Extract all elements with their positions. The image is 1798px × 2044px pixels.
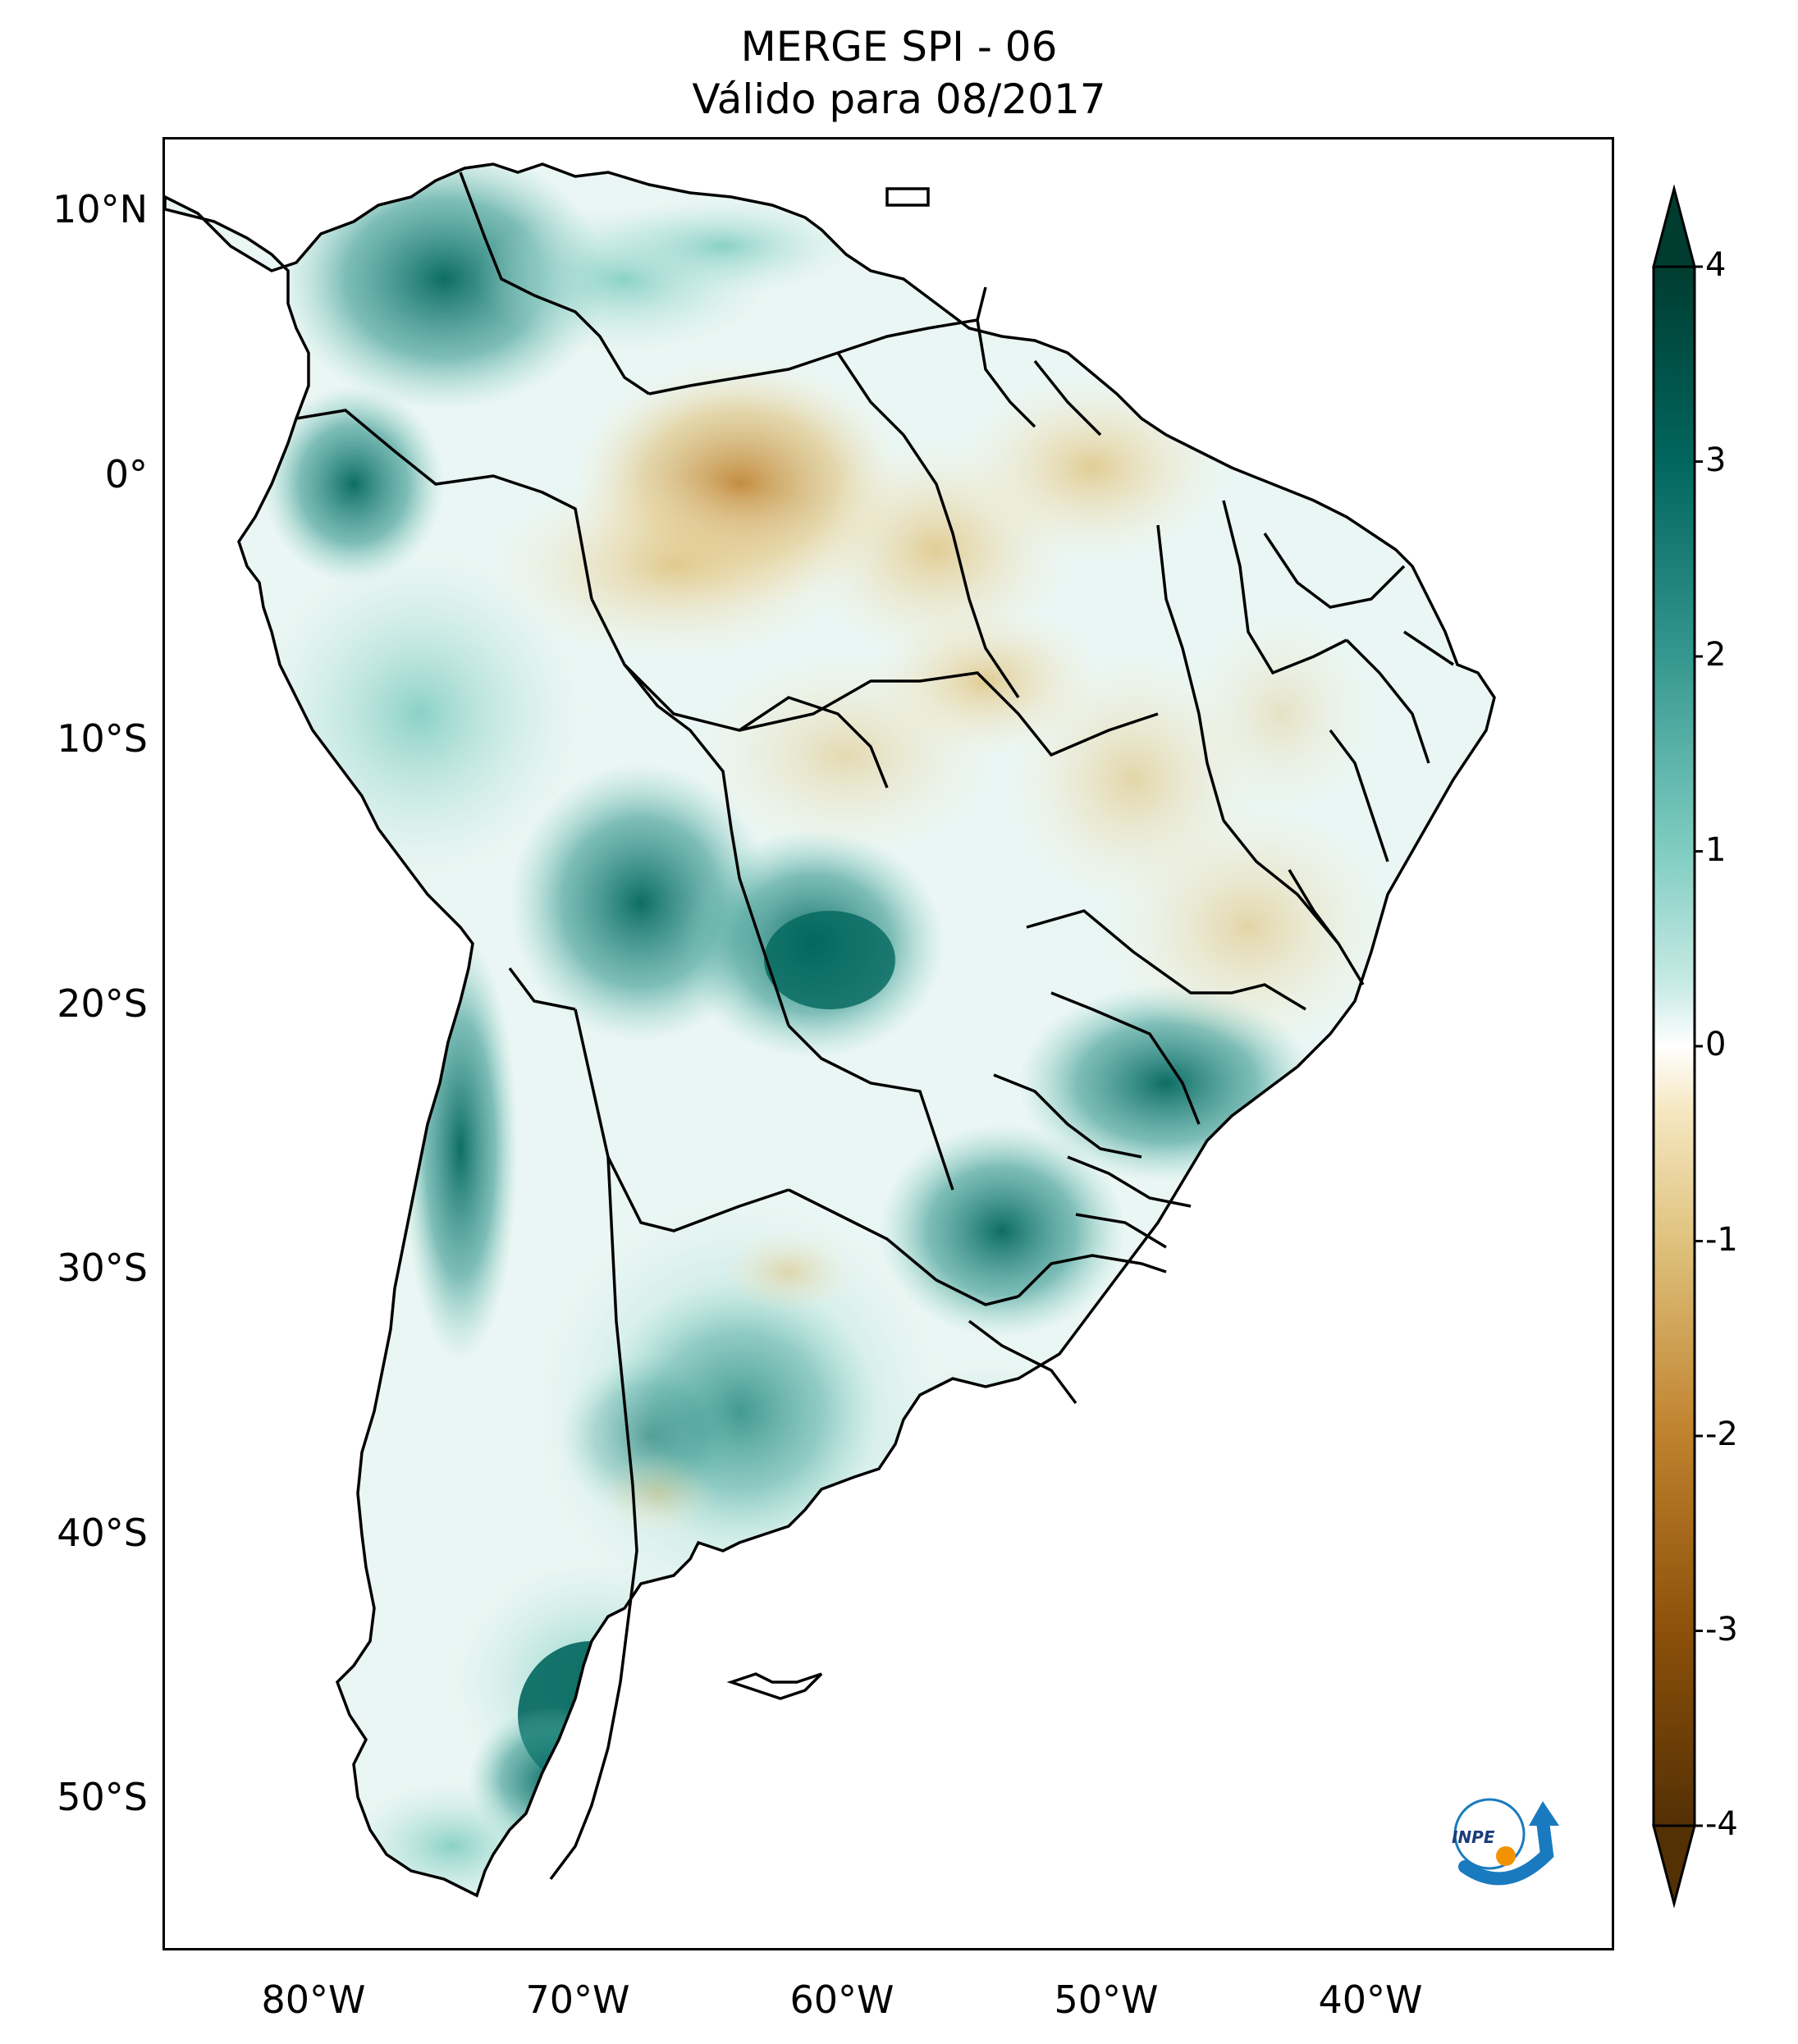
lat-label-50s: 50°S [57,1775,148,1819]
spi-field [165,164,1494,1895]
colorbar-label-2: 2 [1705,636,1727,674]
colorbar-label-neg3: -3 [1705,1611,1738,1648]
lat-label-0: 0° [104,452,148,496]
colorbar-label-4: 4 [1705,246,1727,284]
lat-label-10n: 10°N [53,187,148,231]
colorbar-label-1: 1 [1705,831,1727,869]
colorbar-label-0: 0 [1705,1026,1727,1063]
logo-text: INPE [1452,1827,1495,1847]
south-america-map [165,162,1496,1897]
colorbar-label-neg4: -4 [1705,1805,1738,1843]
colorbar-label-neg1: -1 [1705,1221,1738,1259]
lon-label-40w: 40°W [1318,1978,1423,2022]
colorbar [1652,185,1703,1908]
lat-label-10s: 10°S [57,716,148,761]
inpe-logo-icon: INPE [1452,1798,1559,1886]
map-title: MERGE SPI - 06 [740,23,1058,71]
colorbar-label-3: 3 [1705,441,1727,479]
colorbar-gradient [1652,265,1696,1827]
political-borders [295,171,1454,1881]
map-panel [162,137,1614,1950]
colorbar-extend-min [1652,1824,1696,1908]
lon-label-70w: 70°W [525,1978,630,2022]
lat-label-40s: 40°S [57,1511,148,1555]
colorbar-extend-max [1652,185,1696,268]
lon-label-60w: 60°W [789,1978,894,2022]
lon-label-80w: 80°W [261,1978,366,2022]
lon-label-50w: 50°W [1054,1978,1159,2022]
lat-label-20s: 20°S [57,981,148,1026]
lat-label-30s: 30°S [57,1246,148,1290]
colorbar-label-neg2: -2 [1705,1415,1738,1453]
colorbar-ticks [1695,265,1703,1827]
map-subtitle: Válido para 08/2017 [692,75,1106,123]
